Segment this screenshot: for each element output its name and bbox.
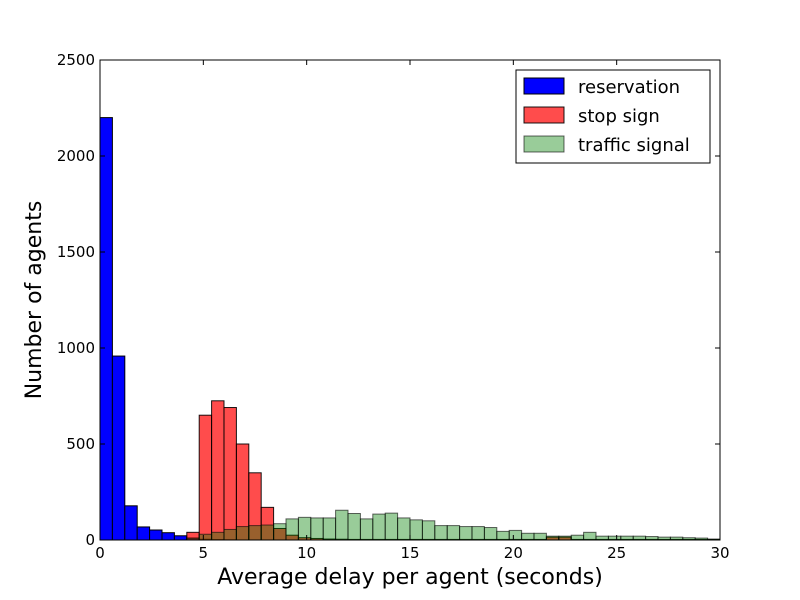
bar <box>496 530 510 541</box>
bar <box>198 414 213 541</box>
bar <box>322 517 337 541</box>
legend-label: traffic signal <box>578 135 690 156</box>
bar <box>297 516 312 541</box>
bar <box>235 526 250 541</box>
y-tick-label: 1500 <box>57 243 95 261</box>
y-axis-title: Number of agents <box>22 201 47 400</box>
bar <box>421 520 436 541</box>
bar <box>372 513 386 541</box>
bar <box>558 535 572 541</box>
bar <box>434 525 448 541</box>
bar <box>632 535 647 541</box>
bar <box>223 407 237 541</box>
series-traffic-signal <box>186 509 721 541</box>
y-tick-label: 500 <box>66 435 95 453</box>
bar <box>111 355 126 541</box>
bar <box>124 505 138 541</box>
bar <box>260 524 275 541</box>
bar <box>545 535 560 541</box>
x-tick-label: 25 <box>607 544 626 562</box>
x-tick-label: 0 <box>95 544 105 562</box>
bar <box>99 117 113 541</box>
bar <box>235 443 250 541</box>
x-tick-label: 5 <box>199 544 209 562</box>
y-tick-label: 2000 <box>57 147 95 165</box>
legend-swatch <box>523 77 565 95</box>
bar <box>397 517 411 541</box>
legend-label: reservation <box>578 77 680 98</box>
bar <box>645 536 659 541</box>
bar <box>211 531 225 541</box>
x-tick-label: 20 <box>504 544 523 562</box>
bar <box>273 523 287 541</box>
bar <box>211 400 225 541</box>
bar <box>149 529 163 541</box>
bar <box>570 534 585 541</box>
ticks-layer: 0 5 10 15 20 25 30 0 500 1000 1500 2000 2500 <box>57 51 730 562</box>
x-tick-label: 10 <box>297 544 316 562</box>
y-tick-label: 0 <box>85 531 95 549</box>
x-axis-title: Average delay per agent (seconds) <box>217 565 603 590</box>
bar <box>248 525 262 541</box>
y-tick-label: 1000 <box>57 339 95 357</box>
bar <box>483 527 498 541</box>
x-tick-label: 15 <box>400 544 419 562</box>
legend-label: stop sign <box>578 106 660 127</box>
bar <box>446 525 461 541</box>
bar <box>347 513 361 541</box>
bar <box>136 526 151 541</box>
bar <box>384 512 399 541</box>
bar <box>620 535 634 541</box>
bar <box>359 518 374 541</box>
legend-swatch <box>523 106 565 124</box>
legend: reservation stop sign traffic signal <box>515 69 711 164</box>
bar <box>508 529 523 541</box>
bar <box>607 535 622 541</box>
bar <box>533 532 547 541</box>
bars-layer <box>99 117 721 541</box>
bar <box>595 535 609 541</box>
bar <box>310 517 324 541</box>
x-tick-label: 30 <box>710 544 729 562</box>
bar <box>521 532 535 541</box>
bar <box>198 533 213 541</box>
series-stop-sign <box>186 400 721 541</box>
y-tick-label: 2500 <box>57 51 95 69</box>
bar <box>471 526 485 541</box>
bar <box>459 526 473 541</box>
bar <box>583 531 597 541</box>
bar <box>335 509 349 541</box>
bar <box>285 518 299 541</box>
bar <box>223 528 237 541</box>
legend-swatch <box>523 135 565 153</box>
bar <box>173 535 188 541</box>
bar <box>161 532 175 541</box>
bar <box>409 519 423 541</box>
